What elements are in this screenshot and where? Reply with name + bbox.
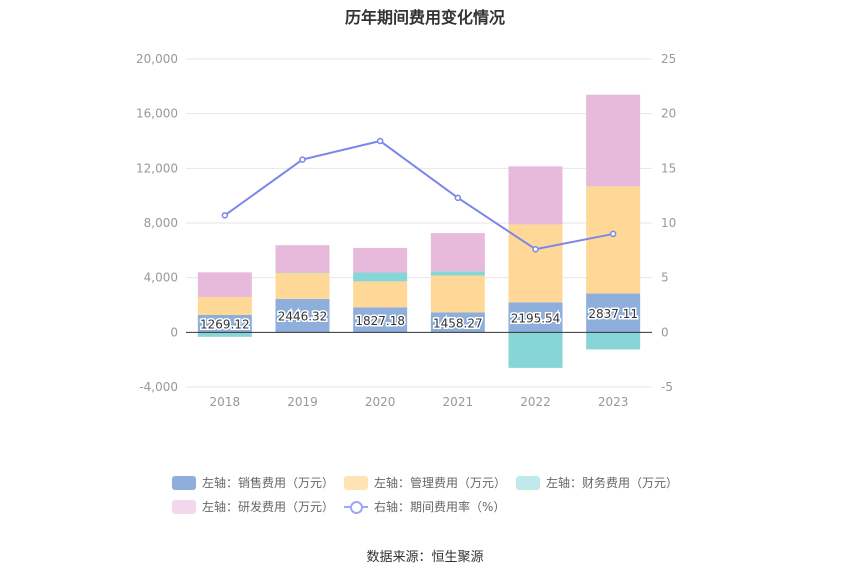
legend-swatch-finance — [516, 475, 540, 490]
data-label: 1827.18 — [355, 314, 405, 328]
data-label: 2195.54 — [511, 311, 561, 325]
bar-segment — [275, 245, 330, 273]
legend-label-rnd: 左轴：研发费用（万元） — [202, 500, 335, 514]
bar-segment — [197, 332, 252, 337]
bar-segment — [353, 247, 408, 273]
right-tick-label: 15 — [661, 161, 676, 175]
right-tick-label: 25 — [661, 52, 676, 66]
legend-label-sales: 左轴：销售费用（万元） — [202, 476, 335, 490]
legend-item-rate[interactable]: 右轴：期间费用率（%） — [344, 498, 505, 515]
data-label: 1269.12 — [200, 318, 250, 332]
legend-swatch-admin — [344, 475, 368, 490]
bar-segment — [353, 272, 408, 282]
bar-segment — [430, 271, 485, 276]
data-source: 数据来源：恒生聚源 — [366, 550, 484, 565]
x-tick-label: 2018 — [210, 395, 241, 409]
rate-line — [224, 139, 614, 251]
left-tick-label: 4,000 — [144, 271, 178, 285]
right-tick-label: -5 — [661, 380, 673, 394]
bar-segment — [586, 293, 641, 333]
x-tick-label: 2023 — [598, 395, 629, 409]
bar-segment — [508, 166, 563, 225]
bar-segment — [430, 275, 485, 313]
bar-segment — [275, 298, 330, 333]
data-label: 2446.32 — [278, 310, 328, 324]
rate-point — [532, 245, 539, 253]
bar-segment — [586, 186, 641, 294]
left-tick-label: 8,000 — [144, 216, 178, 230]
rate-point — [221, 212, 229, 219]
chart-title: 历年期间费用变化情况 — [344, 8, 505, 27]
bar-segment — [508, 302, 563, 333]
left-tick-label: 12,000 — [136, 161, 178, 175]
left-tick-label: 16,000 — [136, 107, 178, 121]
left-tick-label: 20,000 — [136, 52, 178, 66]
legend-swatch-sales — [172, 475, 196, 490]
x-tick-label: 2020 — [365, 395, 396, 409]
bar-segment — [197, 296, 252, 315]
legend-item-rnd[interactable]: 左轴：研发费用（万元） — [172, 498, 334, 515]
bar-segment — [430, 312, 485, 333]
bar-segment — [430, 233, 485, 272]
legend-item-admin[interactable]: 左轴：管理费用（万元） — [344, 474, 506, 491]
right-tick-label: 10 — [661, 216, 676, 230]
legend-swatch-rate — [344, 500, 368, 514]
rate-point — [454, 194, 462, 202]
right-tick-label: 5 — [661, 271, 669, 285]
x-tick-label: 2022 — [520, 395, 551, 409]
data-label: 2837.11 — [588, 307, 638, 321]
bar-segment — [353, 281, 408, 308]
legend-item-finance[interactable]: 左轴：财务费用（万元） — [516, 474, 678, 491]
bar-segment — [586, 94, 641, 187]
legend-label-rate: 右轴：期间费用率（%） — [374, 500, 506, 514]
bar-segment — [197, 272, 252, 297]
data-label: 1458.27 — [433, 316, 483, 330]
x-tick-label: 2019 — [287, 395, 318, 409]
rate-point — [609, 230, 617, 238]
bar-segment — [197, 314, 252, 333]
left-tick-label: 0 — [170, 325, 178, 339]
right-tick-label: 0 — [661, 325, 669, 339]
rate-point — [376, 137, 384, 145]
bar-segment — [353, 307, 408, 333]
right-tick-label: 20 — [661, 107, 676, 121]
rate-point — [299, 156, 306, 163]
legend-label-admin: 左轴：管理费用（万元） — [374, 476, 507, 490]
legend-item-sales[interactable]: 左轴：销售费用（万元） — [172, 474, 334, 491]
legend-label-finance: 左轴：财务费用（万元） — [546, 476, 679, 490]
x-tick-label: 2021 — [443, 395, 474, 409]
bar-segment — [508, 332, 563, 368]
left-tick-label: -4,000 — [139, 380, 178, 394]
legend-swatch-rnd — [172, 499, 196, 514]
bar-segment — [275, 272, 330, 299]
bar-segment — [586, 332, 641, 350]
